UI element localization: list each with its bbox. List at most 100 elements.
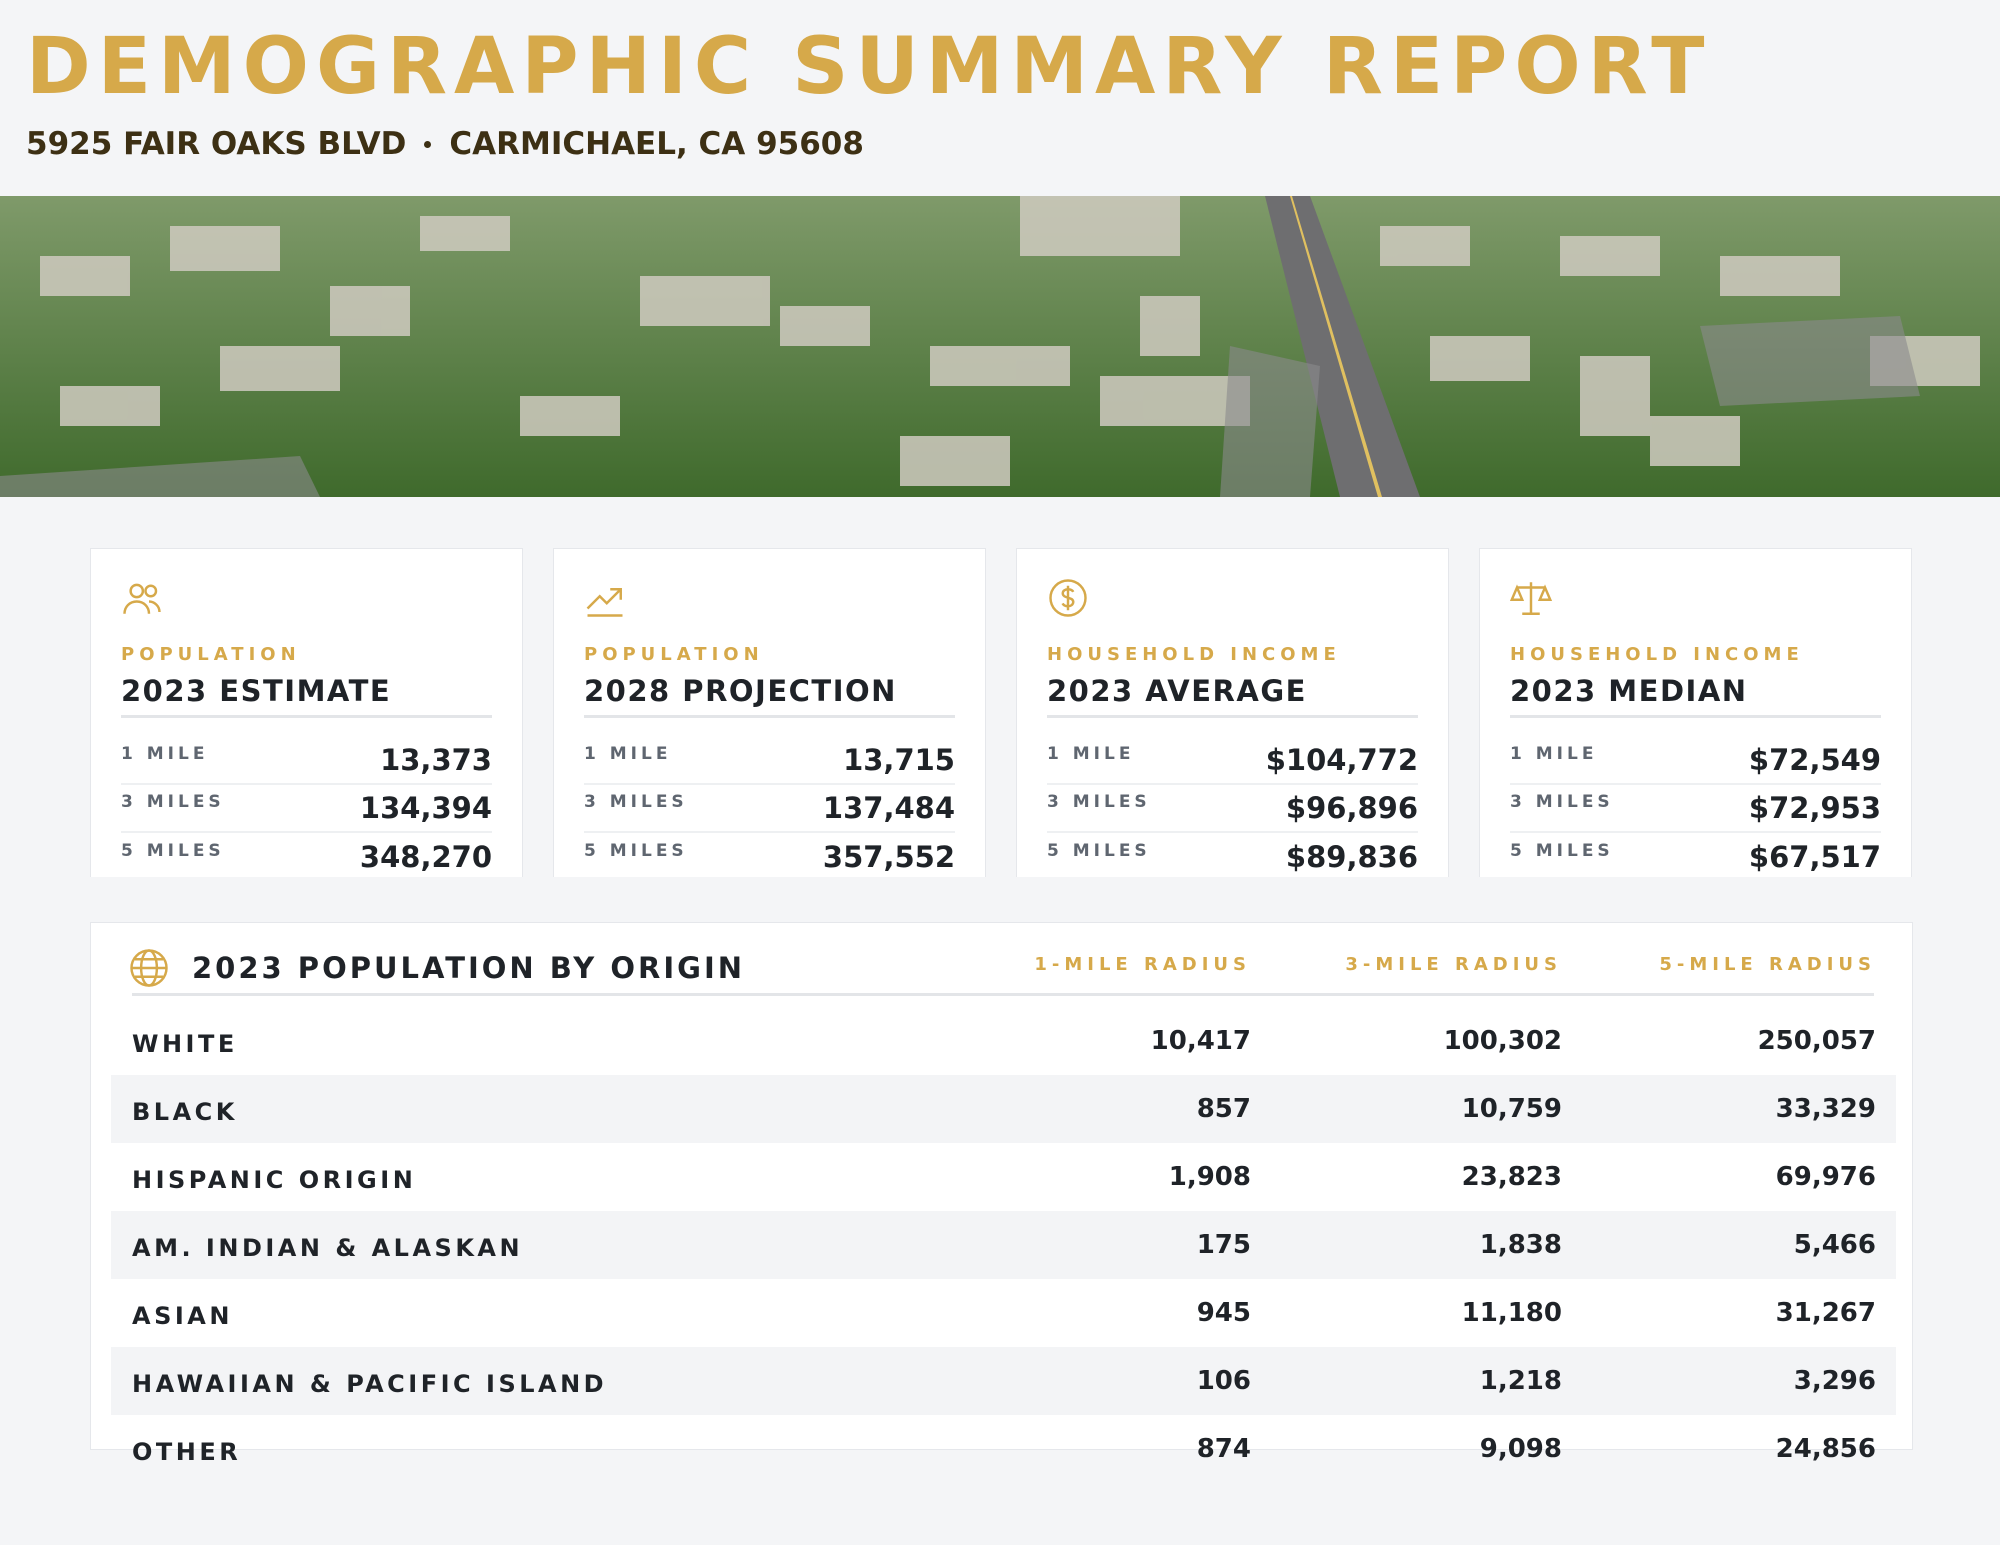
- card-row: 1 MILE 13,715: [584, 737, 955, 785]
- origin-value: 33,329: [1562, 1075, 1896, 1143]
- origin-label: OTHER: [132, 1438, 242, 1466]
- card-label: POPULATION: [121, 644, 301, 665]
- report-title: DEMOGRAPHIC SUMMARY REPORT: [26, 22, 1712, 112]
- card-row: 3 MILES $72,953: [1510, 785, 1881, 833]
- globe-icon: [130, 949, 168, 987]
- city: CARMICHAEL, CA 95608: [449, 126, 864, 162]
- stat-value: 13,715: [843, 743, 955, 777]
- origin-label: HISPANIC ORIGIN: [132, 1166, 417, 1194]
- table-header: 2023 POPULATION BY ORIGIN 1-MILE RADIUS 3…: [130, 923, 1876, 996]
- card-row: 5 MILES $89,836: [1047, 833, 1418, 877]
- card-label: POPULATION: [584, 644, 764, 665]
- stat-value: $72,549: [1748, 743, 1881, 777]
- origin-value: 1,908: [1168, 1162, 1251, 1192]
- table-row: ASIAN 945 11,180 31,267: [111, 1279, 1896, 1347]
- origin-value: 857: [940, 1075, 1251, 1143]
- origin-value: 10,417: [1150, 1026, 1251, 1056]
- stat-value: $96,896: [1285, 791, 1418, 825]
- card-title: 2028 PROJECTION: [584, 673, 955, 718]
- card-row: 3 MILES $96,896: [1047, 785, 1418, 833]
- radius-label: 3 MILES: [121, 792, 225, 812]
- origin-value: 10,759: [1251, 1075, 1562, 1143]
- origin-value: 23,823: [1461, 1162, 1562, 1192]
- card-row: 1 MILE $104,772: [1047, 737, 1418, 785]
- aerial-photo: [0, 196, 2000, 497]
- origin-value: 945: [1196, 1298, 1251, 1328]
- table-row: HAWAIIAN & PACIFIC ISLAND 106 1,218 3,296: [111, 1347, 1896, 1415]
- card-title: 2023 ESTIMATE: [121, 673, 492, 718]
- origin-value: 175: [940, 1211, 1251, 1279]
- origin-value: 69,976: [1775, 1162, 1876, 1192]
- separator: [424, 140, 432, 148]
- radius-label: 5 MILES: [121, 841, 225, 861]
- origin-value: 1,218: [1251, 1347, 1562, 1415]
- origin-table: 2023 POPULATION BY ORIGIN 1-MILE RADIUS 3…: [90, 922, 1913, 1466]
- table-title: 2023 POPULATION BY ORIGIN: [192, 951, 746, 985]
- origin-value: 31,267: [1775, 1298, 1876, 1328]
- column-header: 5-MILE RADIUS: [1659, 953, 1876, 975]
- origin-label: ASIAN: [132, 1302, 233, 1330]
- stat-value: 357,552: [822, 840, 955, 874]
- origin-label: BLACK: [111, 1075, 940, 1143]
- origin-value: 250,057: [1757, 1026, 1876, 1056]
- card-title: 2023 AVERAGE: [1047, 673, 1418, 718]
- card-row: 5 MILES $67,517: [1510, 833, 1881, 877]
- radius-label: 1 MILE: [584, 744, 672, 764]
- card-rows: 1 MILE $72,549 3 MILES $72,953 5 MILES $67,51…: [1510, 737, 1881, 877]
- radius-label: 3 MILES: [584, 792, 688, 812]
- table-row: AM. INDIAN & ALASKAN 175 1,838 5,466: [111, 1211, 1896, 1279]
- origin-value: 874: [1196, 1434, 1251, 1464]
- stat-value: $104,772: [1265, 743, 1418, 777]
- stat-value: $67,517: [1748, 840, 1881, 874]
- origin-value: 3,296: [1562, 1347, 1896, 1415]
- radius-label: 1 MILE: [1510, 744, 1598, 764]
- origin-value: 11,180: [1461, 1298, 1562, 1328]
- origin-rows: WHITE 10,417 100,302 250,057 BLACK 857 10,759 3…: [111, 1007, 1896, 1483]
- stat-value: 137,484: [822, 791, 955, 825]
- card-icon: [123, 583, 161, 614]
- card-icon: [1049, 579, 1087, 617]
- stat-value: 348,270: [359, 840, 492, 874]
- radius-label: 1 MILE: [121, 744, 209, 764]
- origin-value: 100,302: [1443, 1026, 1562, 1056]
- radius-label: 1 MILE: [1047, 744, 1135, 764]
- table-heading: 2023 POPULATION BY ORIGIN: [130, 947, 940, 989]
- card-icon: [1510, 582, 1552, 615]
- origin-value: 1,838: [1251, 1211, 1562, 1279]
- stat-value: 134,394: [359, 791, 492, 825]
- card-icon: [586, 588, 623, 617]
- stat-card: POPULATION 2023 ESTIMATE 1 MILE 13,373 3 MIL…: [90, 548, 523, 877]
- stat-card: POPULATION 2028 PROJECTION 1 MILE 13,715 3 M…: [553, 548, 986, 877]
- stat-cards: POPULATION 2023 ESTIMATE 1 MILE 13,373 3 MIL…: [90, 548, 1912, 877]
- origin-label: AM. INDIAN & ALASKAN: [111, 1211, 940, 1279]
- radius-label: 5 MILES: [1047, 841, 1151, 861]
- stat-value: $72,953: [1748, 791, 1881, 825]
- card-rows: 1 MILE $104,772 3 MILES $96,896 5 MILES $89,8…: [1047, 737, 1418, 877]
- card-row: 1 MILE $72,549: [1510, 737, 1881, 785]
- card-row: 5 MILES 348,270: [121, 833, 492, 877]
- radius-label: 3 MILES: [1510, 792, 1614, 812]
- table-row: BLACK 857 10,759 33,329: [111, 1075, 1896, 1143]
- address: 5925 FAIR OAKS BLVD CARMICHAEL, CA 95608: [26, 126, 864, 162]
- card-row: 3 MILES 137,484: [584, 785, 955, 833]
- column-header: 3-MILE RADIUS: [1345, 953, 1562, 975]
- card-rows: 1 MILE 13,373 3 MILES 134,394 5 MILES 348,270: [121, 737, 492, 877]
- card-label: HOUSEHOLD INCOME: [1510, 644, 1804, 665]
- stat-value: $89,836: [1285, 840, 1418, 874]
- card-row: 3 MILES 134,394: [121, 785, 492, 833]
- origin-value: 9,098: [1479, 1434, 1562, 1464]
- radius-label: 3 MILES: [1047, 792, 1151, 812]
- origin-value: 5,466: [1562, 1211, 1896, 1279]
- table-row: OTHER 874 9,098 24,856: [111, 1415, 1896, 1483]
- card-rows: 1 MILE 13,715 3 MILES 137,484 5 MILES 357,552: [584, 737, 955, 877]
- origin-label: WHITE: [132, 1030, 238, 1058]
- table-row: WHITE 10,417 100,302 250,057: [111, 1007, 1896, 1075]
- street: 5925 FAIR OAKS BLVD: [26, 126, 407, 162]
- stat-card: HOUSEHOLD INCOME 2023 MEDIAN 1 MILE $72,549…: [1479, 548, 1912, 877]
- stat-card: HOUSEHOLD INCOME 2023 AVERAGE 1 MILE $104,7…: [1016, 548, 1449, 877]
- card-title: 2023 MEDIAN: [1510, 673, 1881, 718]
- table-row: HISPANIC ORIGIN 1,908 23,823 69,976: [111, 1143, 1896, 1211]
- card-row: 1 MILE 13,373: [121, 737, 492, 785]
